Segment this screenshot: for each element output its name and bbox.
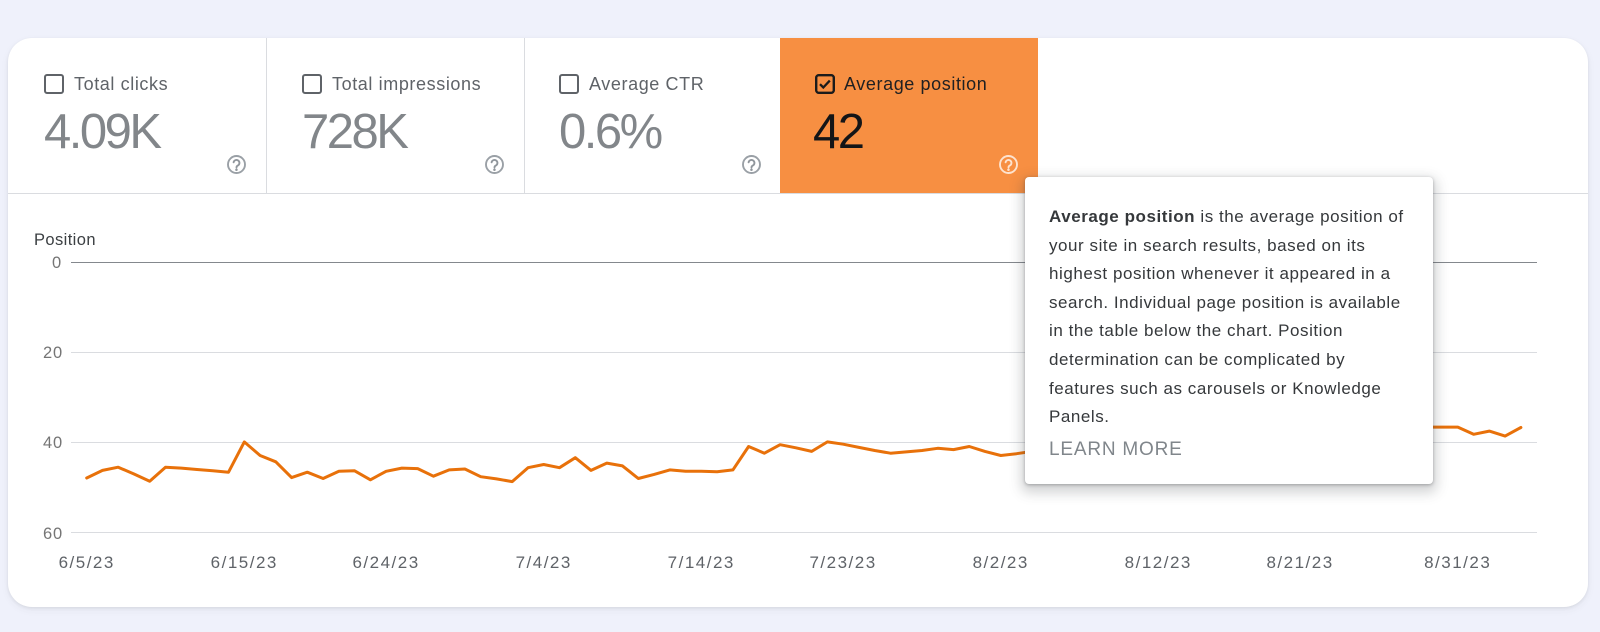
svg-text:60: 60: [43, 525, 63, 543]
svg-text:6/15/23: 6/15/23: [211, 553, 278, 572]
svg-text:0: 0: [52, 254, 62, 272]
svg-text:7/23/23: 7/23/23: [809, 553, 876, 572]
svg-text:8/31/23: 8/31/23: [1424, 553, 1491, 572]
svg-text:8/2/23: 8/2/23: [973, 553, 1029, 572]
svg-text:7/14/23: 7/14/23: [668, 553, 735, 572]
svg-text:40: 40: [43, 434, 63, 452]
svg-text:8/12/23: 8/12/23: [1125, 553, 1192, 572]
svg-text:7/4/23: 7/4/23: [516, 553, 572, 572]
svg-text:20: 20: [43, 344, 63, 362]
svg-text:8/21/23: 8/21/23: [1266, 553, 1333, 572]
svg-text:6/24/23: 6/24/23: [352, 553, 419, 572]
svg-text:Position: Position: [34, 231, 96, 249]
svg-text:6/5/23: 6/5/23: [59, 553, 115, 572]
